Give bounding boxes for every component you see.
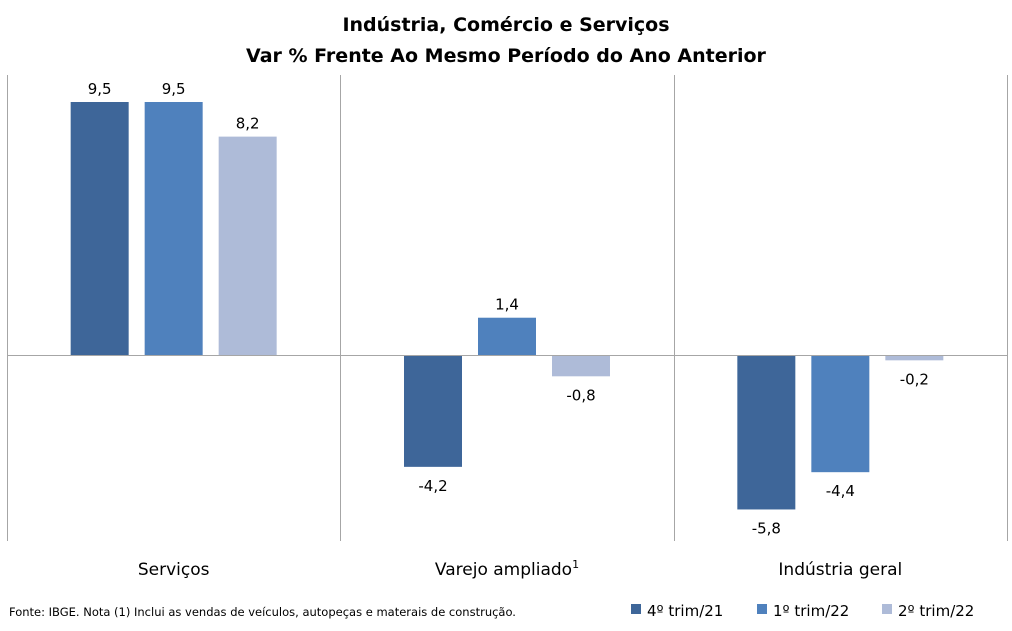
category-label: Indústria geral [778,560,902,580]
data-label: 1,4 [495,296,519,314]
bar[interactable] [218,136,277,355]
data-label: 8,2 [236,115,260,133]
legend: 4º trim/21 1º trim/22 2º trim/22 [631,602,974,620]
data-label: -4,2 [418,477,447,495]
bar[interactable] [885,355,944,361]
data-label: 9,5 [162,80,186,98]
legend-swatch [631,604,641,614]
legend-label: 1º trim/22 [773,602,849,620]
category-label: Varejo ampliado1 [435,558,579,580]
data-label: -5,8 [752,519,781,537]
bar[interactable] [404,355,462,467]
legend-label: 2º trim/22 [898,602,974,620]
chart-subtitle: Var % Frente Ao Mesmo Período do Ano Ant… [246,45,767,67]
plot-area: 9,5 9,5 8,2 Serviços -4,2 1,4 -0,8 Varejo ampli… [7,75,1008,580]
legend-swatch [882,604,892,614]
bar[interactable] [144,102,203,355]
data-label: -0,8 [566,386,595,404]
bar[interactable] [478,317,536,355]
bar[interactable] [737,355,796,510]
bar[interactable] [552,355,610,377]
bar[interactable] [811,355,870,473]
bar[interactable] [70,102,129,355]
data-label: -0,2 [900,370,929,388]
chart-title: Indústria, Comércio e Serviços [342,14,669,36]
data-label: 9,5 [88,80,112,98]
footnote: Fonte: IBGE. Nota (1) Inclui as vendas d… [9,605,516,619]
data-label: -4,4 [826,482,855,500]
legend-swatch [757,604,767,614]
legend-label: 4º trim/21 [647,602,723,620]
category-label: Serviços [138,560,210,580]
